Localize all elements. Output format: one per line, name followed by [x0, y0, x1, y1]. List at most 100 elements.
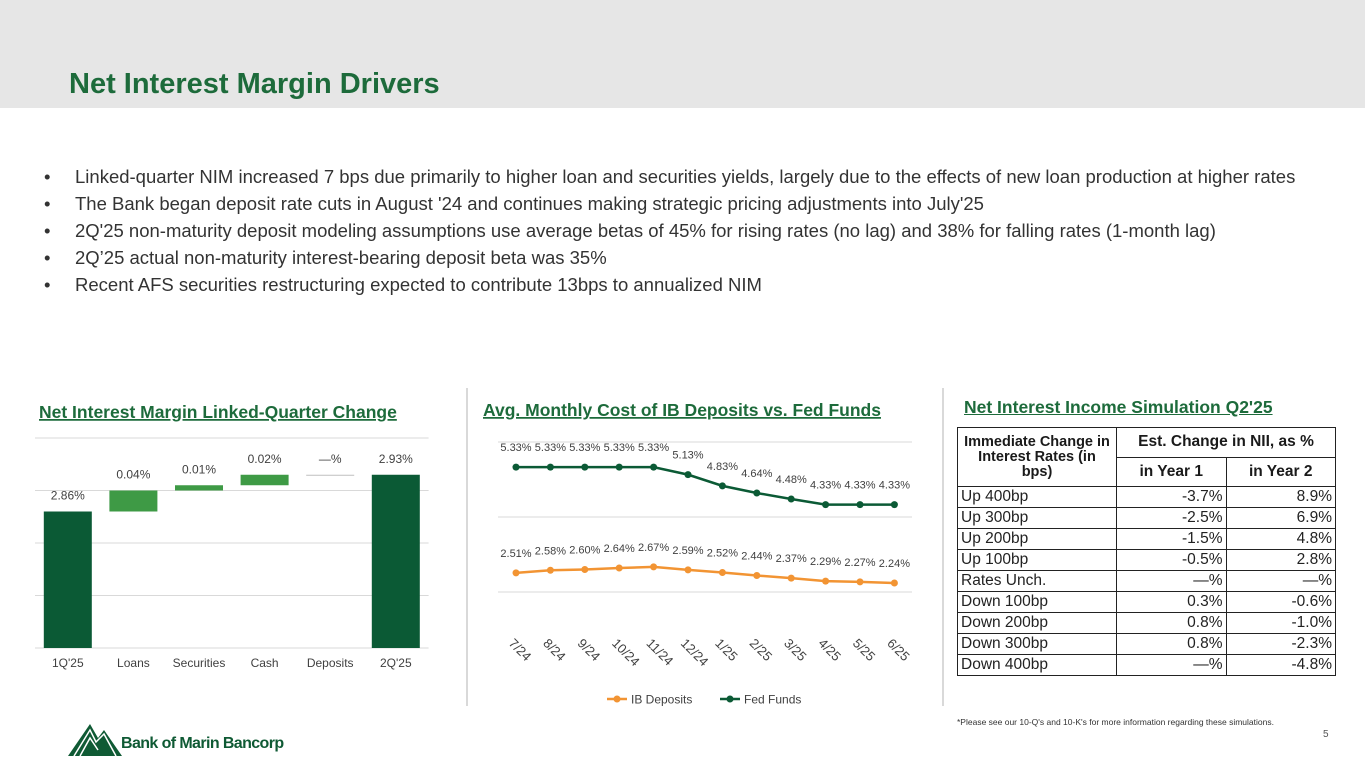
data-label: 4.83% [707, 461, 738, 473]
bar [43, 511, 92, 648]
x-tick-label: 2Q'25 [380, 656, 412, 670]
data-label: 5.33% [569, 442, 600, 454]
table-row: Up 400bp -3.7% 8.9% [957, 486, 1336, 508]
table-row: Down 400bp —% -4.8% [957, 654, 1336, 676]
point [856, 578, 864, 586]
point [856, 501, 864, 509]
data-label: 2.67% [638, 542, 669, 554]
table-row: Down 300bp 0.8% -2.3% [957, 633, 1336, 655]
data-label: 2.24% [879, 558, 910, 570]
point [822, 501, 830, 509]
table-row: Up 200bp -1.5% 4.8% [957, 528, 1336, 550]
point [890, 579, 898, 587]
table-cell: —% [1225, 570, 1336, 592]
data-label: 2.37% [776, 553, 807, 565]
data-label: 5.33% [604, 442, 635, 454]
x-tick-label: Deposits [307, 656, 354, 670]
x-tick-label: 1/25 [712, 636, 741, 665]
legend-marker [726, 695, 734, 703]
x-tick-label: 1Q'25 [52, 656, 84, 670]
data-label: 4.33% [879, 480, 910, 492]
x-tick-label: 10/24 [609, 636, 643, 670]
slide-title: Net Interest Margin Drivers [69, 68, 440, 100]
data-label: 2.51% [500, 548, 531, 560]
table-cell: -4.8% [1225, 654, 1336, 676]
data-label: 0.01% [182, 462, 216, 476]
data-label: 0.04% [116, 468, 150, 482]
chart-title: Avg. Monthly Cost of IB Deposits vs. Fed… [483, 400, 881, 420]
data-label: 4.64% [741, 468, 772, 480]
data-label: 2.86% [51, 489, 85, 503]
series-line [515, 565, 895, 585]
table-cell: 6.9% [1225, 507, 1336, 529]
point [787, 495, 795, 503]
table-cell: 2.8% [1225, 549, 1336, 571]
x-tick-label: 6/25 [884, 636, 913, 665]
table-cell: -3.7% [1116, 486, 1227, 508]
table-row: Down 200bp 0.8% -1.0% [957, 612, 1336, 634]
point [512, 569, 520, 577]
table-cell: —% [1116, 654, 1227, 676]
x-tick-label: 9/24 [575, 636, 604, 665]
data-label: 2.58% [535, 545, 566, 557]
point [753, 489, 761, 497]
header-band [0, 0, 1365, 108]
data-label: 5.33% [535, 442, 566, 454]
page-number: 5 [1323, 729, 1329, 740]
data-label: 2.59% [672, 545, 703, 557]
legend-label: Fed Funds [744, 693, 801, 707]
x-tick-label: Loans [117, 656, 150, 670]
data-label: 2.52% [707, 548, 738, 560]
x-tick-label: 8/24 [540, 636, 569, 665]
table-cell: -0.6% [1225, 591, 1336, 613]
data-label: 2.64% [604, 543, 635, 555]
point [718, 569, 726, 576]
table-title: Net Interest Income Simulation Q2'25 [964, 397, 1273, 417]
x-tick-label: 7/24 [506, 636, 535, 665]
bar [306, 474, 355, 476]
bullet: The Bank began deposit rate cuts in Augu… [44, 190, 1334, 217]
point [615, 463, 623, 471]
table-cell: 0.3% [1116, 591, 1227, 613]
table-cell: 4.8% [1225, 528, 1336, 550]
table-cell: —% [1116, 570, 1227, 592]
x-tick-label: 2/25 [747, 636, 776, 665]
table-cell: Up 300bp [957, 507, 1117, 529]
point [753, 572, 761, 579]
row-label-header: Immediate Change in Interest Rates (in b… [957, 427, 1117, 487]
series-line [516, 465, 895, 506]
data-label: 5.13% [672, 450, 703, 462]
bullet-list: Linked-quarter NIM increased 7 bps due p… [44, 163, 1334, 298]
bullet: 2Q'25 non-maturity deposit modeling assu… [44, 217, 1334, 244]
table-cell: Down 300bp [957, 633, 1117, 655]
legend-marker [613, 695, 621, 703]
point [581, 566, 589, 573]
table-cell: Up 100bp [957, 549, 1117, 571]
point [546, 566, 554, 574]
table-cell: -2.5% [1116, 507, 1227, 529]
table-cell: -1.0% [1225, 612, 1336, 634]
bar [109, 490, 158, 512]
legend-label: IB Deposits [631, 693, 692, 707]
data-label: 4.48% [776, 474, 807, 486]
point [718, 482, 726, 490]
x-tick-label: Cash [251, 656, 279, 670]
point [650, 563, 658, 571]
table-cell: Down 200bp [957, 612, 1117, 634]
table-row: Up 300bp -2.5% 6.9% [957, 507, 1336, 529]
column-header: in Year 2 [1225, 456, 1336, 487]
logo-icon [68, 724, 122, 757]
point [615, 564, 623, 572]
table-cell: 0.8% [1116, 633, 1227, 655]
table-cell: Up 400bp [957, 486, 1117, 508]
data-label: 2.60% [569, 545, 600, 557]
x-tick-label: Securities [173, 656, 226, 670]
bullet: Recent AFS securities restructuring expe… [44, 271, 1334, 298]
bar [240, 474, 289, 486]
table-row: Rates Unch. —% —% [957, 570, 1336, 592]
group-header: Est. Change in NII, as % [1116, 427, 1336, 458]
data-label: 2.27% [844, 557, 875, 569]
table-cell: Rates Unch. [957, 570, 1117, 592]
